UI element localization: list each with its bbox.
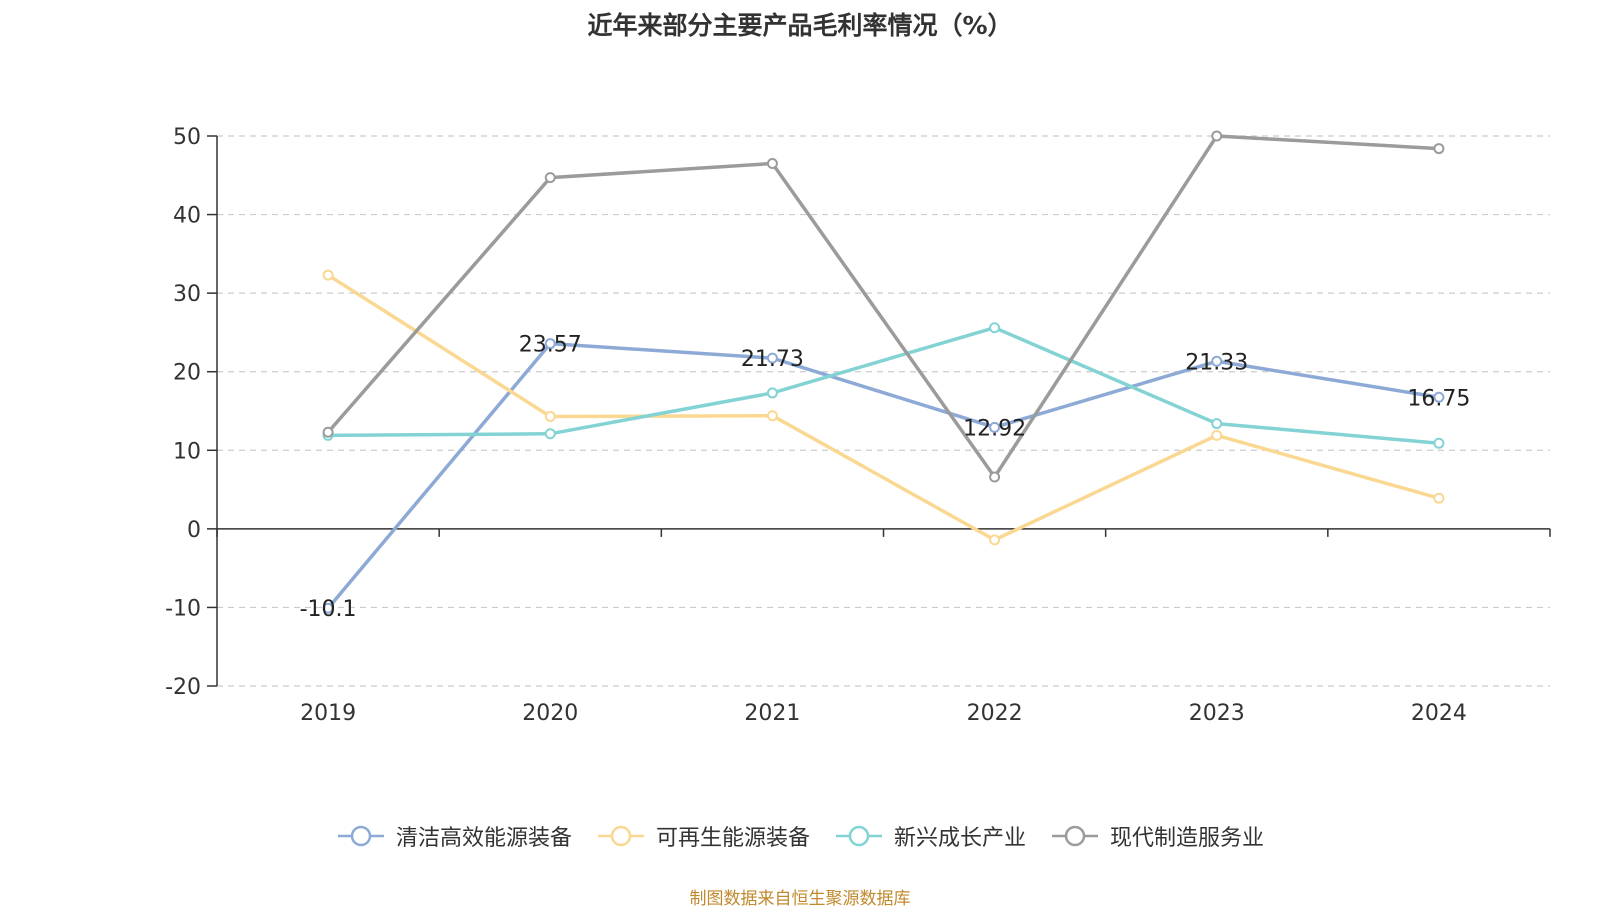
legend-item-4[interactable]: 现代制造服务业 — [1050, 820, 1264, 852]
legend-label: 清洁高效能源装备 — [395, 826, 572, 851]
data-point[interactable] — [1211, 355, 1223, 367]
data-point[interactable] — [989, 534, 1001, 546]
series-line — [326, 341, 1440, 610]
data-label: 12.92 — [963, 416, 1026, 441]
y-tick-label: 0 — [187, 518, 201, 543]
legend-line-circle-icon — [597, 825, 644, 847]
data-label: 21.73 — [741, 347, 804, 372]
y-tick-label: -10 — [165, 596, 201, 621]
line-chart: 50 40 30 20 10 0 -10 -20 2019 2020 2021 2022 2023 202… — [165, 125, 1551, 726]
data-label: 23.57 — [519, 333, 582, 358]
data-labels: -10.1 23.57 21.73 12.92 21.33 16.75 — [300, 333, 1471, 623]
series-line — [327, 273, 1440, 542]
x-tick-label: 2024 — [1411, 701, 1467, 726]
legend: 清洁高效能源装备 可再生能源装备 新兴成长产业 现代制造服务业 — [0, 820, 1600, 852]
data-label: 21.33 — [1185, 350, 1248, 375]
legend-line-circle-icon — [337, 825, 384, 847]
data-point[interactable] — [1433, 437, 1445, 449]
x-tick-label: 2023 — [1189, 701, 1245, 726]
series-line — [326, 134, 1440, 479]
data-point[interactable] — [766, 352, 778, 364]
data-point[interactable] — [544, 428, 556, 440]
series-line — [328, 325, 1440, 445]
y-tick-label: 20 — [173, 361, 201, 386]
data-point[interactable] — [1433, 391, 1445, 403]
x-tick-label: 2021 — [744, 701, 800, 726]
y-tick-label: 30 — [173, 282, 201, 307]
series-lines — [322, 130, 1445, 614]
data-point[interactable] — [989, 421, 1001, 433]
legend-label: 可再生能源装备 — [655, 826, 810, 851]
data-point[interactable] — [1433, 143, 1445, 155]
series-1 — [322, 338, 1445, 614]
legend-line-circle-icon — [1052, 825, 1099, 847]
data-label: 16.75 — [1407, 386, 1470, 411]
data-point[interactable] — [544, 338, 556, 350]
axes: 50 40 30 20 10 0 -10 -20 2019 2020 2021 2022 2023 202… — [165, 125, 1551, 726]
y-tick-label: 10 — [173, 439, 201, 464]
x-tick-label: 2020 — [522, 701, 578, 726]
y-tick-label: 40 — [173, 204, 201, 229]
x-tick-label: 2022 — [967, 701, 1023, 726]
data-point[interactable] — [322, 602, 334, 614]
legend-line-circle-icon — [836, 825, 882, 847]
data-point[interactable] — [766, 158, 778, 169]
series-3 — [322, 322, 1445, 449]
data-point[interactable] — [322, 426, 334, 438]
data-point[interactable] — [544, 411, 556, 422]
data-point[interactable] — [766, 387, 778, 399]
x-tick-label: 2019 — [300, 701, 356, 726]
data-point[interactable] — [322, 269, 334, 281]
chart-title: 近年来部分主要产品毛利率情况（%） — [587, 11, 1013, 40]
data-point[interactable] — [989, 322, 1001, 334]
grid-lines — [217, 135, 1550, 687]
y-tick-label: 50 — [173, 125, 201, 150]
legend-label: 现代制造服务业 — [1110, 826, 1265, 851]
data-point[interactable] — [1433, 492, 1445, 504]
y-tick-label: -20 — [165, 675, 201, 700]
legend-item-3[interactable]: 新兴成长产业 — [834, 820, 1026, 852]
data-point[interactable] — [1211, 130, 1223, 142]
legend-item-1[interactable]: 清洁高效能源装备 — [336, 820, 572, 852]
data-point[interactable] — [766, 410, 778, 422]
series-4 — [322, 130, 1445, 483]
data-point[interactable] — [1211, 429, 1223, 441]
legend-label: 新兴成长产业 — [894, 826, 1027, 851]
legend-item-2[interactable]: 可再生能源装备 — [596, 820, 810, 852]
source-note: 制图数据来自恒生聚源数据库 — [689, 889, 911, 909]
data-point[interactable] — [989, 471, 1001, 483]
data-label: -10.1 — [300, 597, 357, 622]
data-point[interactable] — [544, 172, 556, 184]
data-point[interactable] — [1211, 418, 1223, 430]
series-2 — [322, 269, 1445, 546]
